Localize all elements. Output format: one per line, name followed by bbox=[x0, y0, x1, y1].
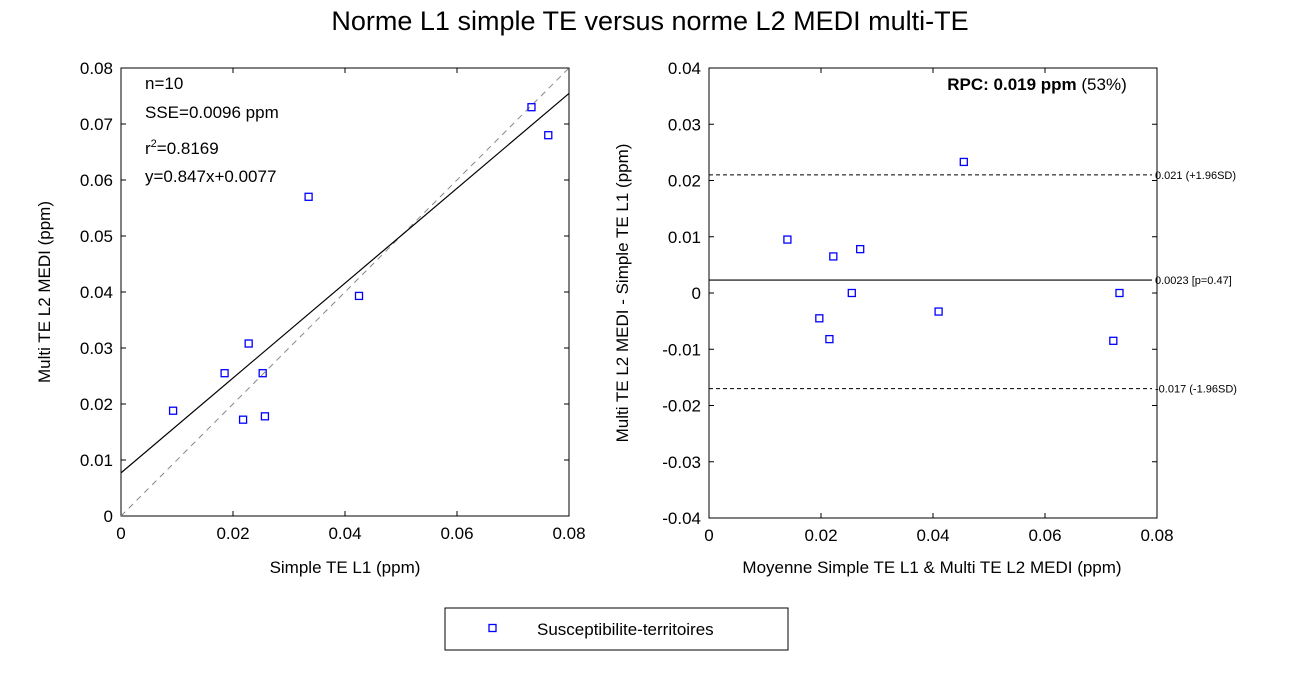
scatter-data-point bbox=[238, 415, 248, 424]
scatter-lines bbox=[120, 67, 570, 517]
scatter-panel: 0 0.02 0.04 0.06 0.08 0 0.01 0.02 0.03 0.04 0.05 0.… bbox=[35, 59, 586, 577]
scatter-data-point bbox=[244, 339, 253, 348]
legend-box bbox=[444, 607, 789, 651]
scatter-data-point bbox=[544, 131, 553, 140]
ba-data-point bbox=[1115, 288, 1124, 298]
reference-line-label: -0.017 (-1.96SD) bbox=[1155, 384, 1237, 396]
ba-data-point bbox=[856, 244, 865, 254]
scatter-y-tick-label: 0.08 bbox=[80, 59, 113, 78]
legend-marker bbox=[488, 623, 497, 633]
ba-y-tick-label: 0.04 bbox=[668, 59, 701, 78]
ba-data-point bbox=[934, 307, 943, 316]
ba-x-tick-label: 0 bbox=[704, 526, 713, 545]
scatter-y-tick-label: 0.03 bbox=[80, 339, 113, 358]
ba-y-tick-label: 0.02 bbox=[668, 172, 701, 191]
ba-y-tick-label: -0.03 bbox=[662, 453, 701, 472]
ba-data-point bbox=[815, 314, 824, 323]
bland-altman-panel: 0 0.02 0.04 0.06 0.08 -0.04 -0.03 -0.02 -0.01 0 0.… bbox=[613, 59, 1237, 577]
stat-sse: SSE=0.0096 ppm bbox=[145, 103, 279, 122]
scatter-x-tick-label: 0 bbox=[116, 524, 125, 543]
scatter-points bbox=[168, 103, 553, 424]
scatter-y-tick-label: 0.07 bbox=[80, 115, 113, 134]
scatter-data-point bbox=[304, 192, 313, 201]
ba-axes-box bbox=[708, 67, 1158, 519]
ba-reference-lines: 0.021 (+1.96SD) 0.0023 [p=0.47] -0.017 (-1… bbox=[709, 170, 1237, 396]
ba-x-tick-label: 0.04 bbox=[916, 526, 949, 545]
scatter-data-point bbox=[220, 369, 229, 378]
ba-data-point bbox=[829, 252, 838, 261]
ba-data-point bbox=[1109, 336, 1118, 345]
stat-n: n=10 bbox=[145, 74, 183, 93]
scatter-y-tick-label: 0.06 bbox=[80, 171, 113, 190]
scatter-y-label: Multi TE L2 MEDI (ppm) bbox=[35, 201, 54, 383]
ba-y-tick-label: -0.01 bbox=[662, 340, 701, 359]
scatter-ticks: 0 0.02 0.04 0.06 0.08 0 0.01 0.02 0.03 0.04 0.05 0.… bbox=[80, 59, 586, 543]
ba-data-point bbox=[783, 235, 792, 244]
ba-y-tick-label: -0.04 bbox=[662, 509, 701, 528]
ba-x-tick-label: 0.02 bbox=[804, 526, 837, 545]
scatter-data-point bbox=[168, 406, 178, 415]
ba-y-tick-label: 0.01 bbox=[668, 228, 701, 247]
stat-r2: r2=0.8169 bbox=[145, 138, 219, 158]
ba-x-tick-label: 0.08 bbox=[1140, 526, 1173, 545]
ba-data-point bbox=[825, 334, 834, 344]
figure-title: Norme L1 simple TE versus norme L2 MEDI … bbox=[331, 6, 969, 36]
ba-ticks: 0 0.02 0.04 0.06 0.08 -0.04 -0.03 -0.02 -0.01 0 0.… bbox=[662, 59, 1173, 545]
scatter-data-point bbox=[258, 369, 267, 378]
scatter-data-point bbox=[527, 103, 536, 112]
ba-y-tick-label: -0.02 bbox=[662, 397, 701, 416]
ba-y-label: Multi TE L2 MEDI - Simple TE L1 (ppm) bbox=[613, 144, 632, 443]
scatter-y-tick-label: 0.01 bbox=[80, 451, 113, 470]
ba-data-point bbox=[847, 288, 856, 298]
scatter-data-point bbox=[354, 291, 364, 301]
legend: Susceptibilite-territoires bbox=[444, 607, 789, 651]
reference-line-label: 0.021 (+1.96SD) bbox=[1155, 170, 1236, 182]
scatter-x-tick-label: 0.06 bbox=[440, 524, 473, 543]
ba-x-label: Moyenne Simple TE L1 & Multi TE L2 MEDI … bbox=[742, 558, 1121, 577]
ba-x-tick-label: 0.06 bbox=[1028, 526, 1061, 545]
scatter-y-tick-label: 0.02 bbox=[80, 395, 113, 414]
scatter-y-tick-label: 0.04 bbox=[80, 283, 113, 302]
ba-points bbox=[783, 157, 1124, 345]
reference-line-label: 0.0023 [p=0.47] bbox=[1155, 275, 1232, 287]
scatter-y-tick-label: 0.05 bbox=[80, 227, 113, 246]
scatter-x-tick-label: 0.08 bbox=[552, 524, 585, 543]
scatter-x-tick-label: 0.04 bbox=[328, 524, 361, 543]
scatter-y-tick-label: 0 bbox=[104, 507, 113, 526]
scatter-axes-box bbox=[120, 67, 570, 517]
regression-line bbox=[120, 92, 570, 474]
rpc-annotation: RPC: 0.019 ppm (53%) bbox=[947, 75, 1127, 94]
legend-label: Susceptibilite-territoires bbox=[537, 620, 714, 639]
scatter-x-tick-label: 0.02 bbox=[216, 524, 249, 543]
stat-equation: y=0.847x+0.0077 bbox=[145, 167, 276, 186]
scatter-data-point bbox=[260, 412, 270, 421]
scatter-x-label: Simple TE L1 (ppm) bbox=[270, 558, 421, 577]
ba-y-tick-label: 0.03 bbox=[668, 115, 701, 134]
ba-data-point bbox=[959, 157, 968, 167]
ba-y-tick-label: 0 bbox=[692, 284, 701, 303]
